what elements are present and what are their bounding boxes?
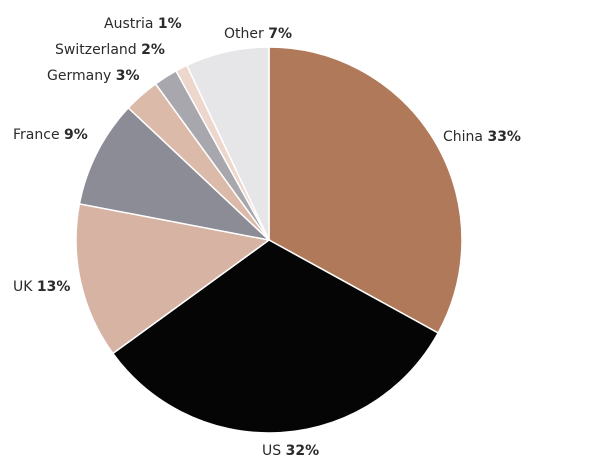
pie-slice-france	[78, 106, 272, 242]
slice-value-germany: 3%	[116, 68, 140, 84]
slice-category-germany: Germany	[47, 68, 116, 84]
pie-slice-us	[111, 239, 440, 434]
slice-value-switzerland: 2%	[141, 42, 165, 58]
pie-slice-china	[268, 46, 463, 334]
slice-value-austria: 1%	[158, 16, 182, 32]
slice-label-china: China 33%	[443, 129, 521, 145]
slice-label-france: France 9%	[13, 127, 88, 143]
slice-category-france: France	[13, 127, 64, 143]
slice-value-other: 7%	[268, 26, 292, 42]
slice-category-us: US	[262, 443, 286, 459]
pie-slice-uk	[75, 202, 271, 355]
slice-label-germany: Germany 3%	[47, 68, 140, 84]
slice-label-austria: Austria 1%	[104, 16, 182, 32]
slice-value-france: 9%	[64, 127, 88, 143]
pie-labels: China 33% US 32% UK 13% France 9% Germany 3%…	[13, 16, 521, 459]
pie-slices	[75, 46, 463, 434]
slice-category-uk: UK	[13, 279, 37, 295]
slice-category-other: Other	[224, 26, 268, 42]
slice-value-us: 32%	[286, 443, 320, 459]
slice-category-switzerland: Switzerland	[55, 42, 141, 58]
slice-label-uk: UK 13%	[13, 279, 70, 295]
pie-slice-other	[185, 46, 270, 241]
slice-label-us: US 32%	[262, 443, 319, 459]
slice-category-china: China	[443, 129, 487, 145]
slice-value-uk: 13%	[37, 279, 71, 295]
slice-label-other: Other 7%	[224, 26, 292, 42]
slice-label-switzerland: Switzerland 2%	[55, 42, 165, 58]
slice-value-china: 33%	[487, 129, 521, 145]
slice-category-austria: Austria	[104, 16, 158, 32]
